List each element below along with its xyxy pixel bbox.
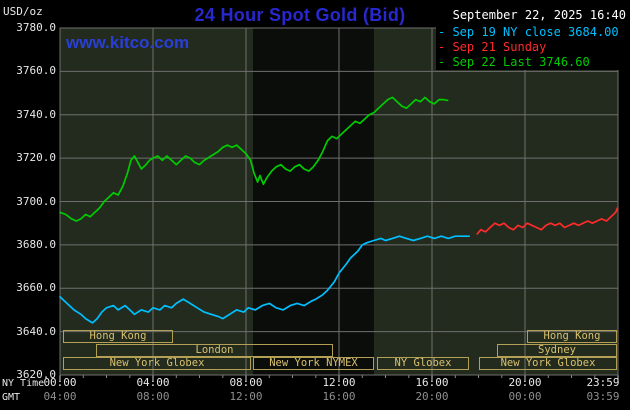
x-tick-label-gmt: 04:00 xyxy=(43,390,77,403)
session-box-ny-globex: NY Globex xyxy=(377,357,469,370)
kitco-watermark-link[interactable]: www.kitco.com xyxy=(66,33,190,52)
y-tick-label: 3760.0 xyxy=(16,64,56,77)
session-box-hong-kong: Hong Kong xyxy=(63,330,173,343)
ny-time-axis-label: NY Time xyxy=(2,378,45,389)
x-tick-label-ny: 08:00 xyxy=(229,376,263,389)
session-box-new-york-globex: New York Globex xyxy=(63,357,251,370)
x-tick-label-gmt: 16:00 xyxy=(322,390,356,403)
session-box-sydney: Sydney xyxy=(497,343,617,357)
x-tick-label-gmt: 00:00 xyxy=(508,390,542,403)
session-box-new-york-globex: New York Globex xyxy=(479,357,617,370)
legend-item: - Sep 22 Last 3746.60 xyxy=(436,55,621,70)
datetime-label: September 22, 2025 16:40 xyxy=(452,8,626,22)
x-tick-label-gmt: 03:59 xyxy=(586,390,620,403)
chart-title: 24 Hour Spot Gold (Bid) xyxy=(194,5,406,25)
x-tick-label-ny: 00:00 xyxy=(43,376,77,389)
y-tick-label: 3640.0 xyxy=(16,325,56,338)
y-tick-label: 3780.0 xyxy=(16,21,56,34)
x-tick-label-ny: 20:00 xyxy=(508,376,542,389)
x-tick-label-gmt: 08:00 xyxy=(136,390,170,403)
x-tick-label-gmt: 20:00 xyxy=(415,390,449,403)
x-tick-label-gmt: 12:00 xyxy=(229,390,263,403)
session-box-hong-kong: Hong Kong xyxy=(527,330,617,343)
x-tick-label-ny: 12:00 xyxy=(322,376,356,389)
session-box-london: London xyxy=(96,343,333,357)
y-tick-label: 3660.0 xyxy=(16,281,56,294)
x-tick-label-ny: 23:59 xyxy=(586,376,620,389)
x-tick-label-ny: 16:00 xyxy=(415,376,449,389)
session-box-new-york-nymex: New York NYMEX xyxy=(253,357,374,370)
y-axis-unit-label: USD/oz xyxy=(3,5,43,18)
x-tick-label-ny: 04:00 xyxy=(136,376,170,389)
y-tick-label: 3740.0 xyxy=(16,108,56,121)
y-tick-label: 3680.0 xyxy=(16,238,56,251)
y-tick-label: 3700.0 xyxy=(16,195,56,208)
y-tick-label: 3620.0 xyxy=(16,368,56,381)
y-tick-label: 3720.0 xyxy=(16,151,56,164)
legend: - Sep 19 NY close 3684.00- Sep 21 Sunday… xyxy=(436,25,621,70)
legend-item: - Sep 21 Sunday xyxy=(436,40,621,55)
gmt-axis-label: GMT xyxy=(2,392,21,403)
legend-item: - Sep 19 NY close 3684.00 xyxy=(436,25,621,40)
